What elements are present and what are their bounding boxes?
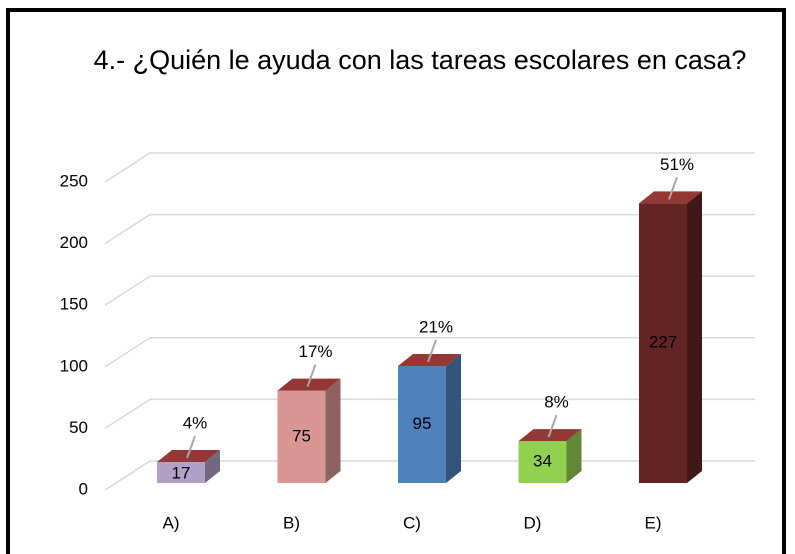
value-label: 227	[649, 333, 677, 352]
bar	[277, 378, 341, 483]
grid-line	[104, 337, 755, 368]
bar-front	[518, 441, 567, 483]
y-tick-label: 200	[60, 233, 88, 252]
value-label: 75	[292, 426, 311, 445]
bar-side	[325, 378, 341, 483]
percent-label: 17%	[298, 342, 332, 361]
leader-line	[668, 176, 678, 200]
leader-line	[547, 414, 558, 438]
x-tick-label: B)	[283, 513, 300, 532]
x-tick-label: C)	[403, 513, 421, 532]
grid-line	[104, 213, 755, 245]
bar-side	[566, 429, 582, 483]
bar-side	[687, 191, 702, 483]
bar-front	[277, 390, 326, 483]
leader-line	[186, 435, 196, 459]
value-label: 95	[413, 414, 432, 433]
x-tick-label: E)	[645, 513, 662, 532]
bar-front	[157, 462, 205, 483]
percent-label: 8%	[544, 393, 569, 412]
percent-label: 4%	[183, 414, 208, 433]
bar-side	[205, 450, 220, 483]
grid-line	[104, 398, 755, 430]
bar	[518, 429, 582, 483]
chart-title: 4.- ¿Quién le ayuda con las tareas escol…	[93, 45, 747, 75]
bar-front	[639, 203, 687, 483]
grid-line	[104, 152, 755, 183]
y-tick-label: 50	[69, 418, 88, 437]
x-tick-label: D)	[524, 513, 542, 532]
x-tick-label: A)	[163, 513, 180, 532]
y-tick-label: 150	[60, 295, 88, 314]
bar-side	[446, 353, 461, 483]
bar	[639, 191, 702, 483]
value-label: 17	[172, 464, 191, 483]
leader-line	[306, 364, 317, 387]
y-tick-label: 250	[60, 171, 88, 190]
y-tick-label: 0	[79, 479, 88, 498]
leader-line	[427, 339, 437, 363]
frame-border	[6, 8, 786, 554]
percent-label: 21%	[419, 317, 453, 336]
bar	[398, 353, 461, 483]
value-label: 34	[533, 452, 552, 471]
grid-line	[104, 275, 755, 306]
y-tick-label: 100	[60, 356, 88, 375]
percent-label: 51%	[660, 155, 694, 174]
bar-front	[398, 365, 446, 483]
